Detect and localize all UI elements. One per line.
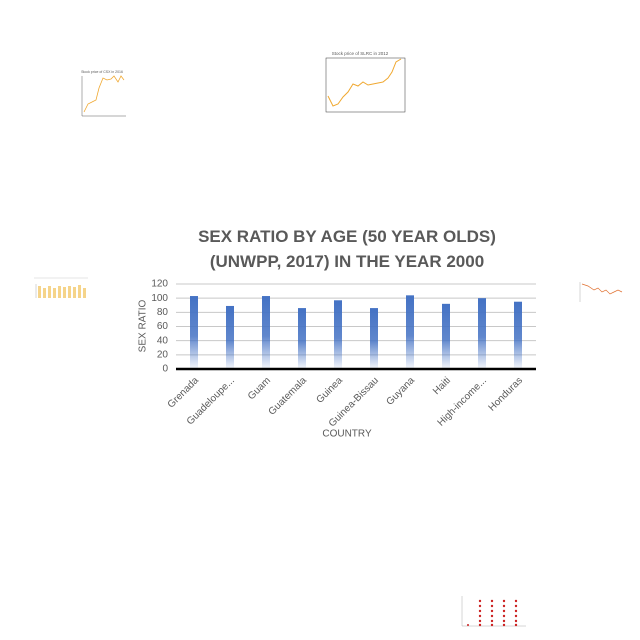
y-tick-label: 120	[151, 279, 168, 290]
bar	[370, 308, 378, 369]
x-tick-label: Grenada	[166, 375, 202, 411]
bar	[442, 303, 450, 369]
chart-title: SEX RATIO BY AGE (50 YEAR OLDS) (UNWPP, …	[198, 227, 496, 271]
thumb-title: Stock price of SLRC in 2012	[332, 51, 389, 56]
thumb-title: Stock price of CSX in 2016	[81, 70, 123, 74]
x-tick-label: Haiti	[431, 375, 453, 397]
bar	[478, 298, 486, 369]
y-axis-label: SEX RATIO	[138, 299, 149, 352]
y-tick-label: 20	[157, 349, 169, 360]
y-tick-label: 100	[151, 293, 168, 304]
y-tick-label: 60	[157, 321, 169, 332]
x-tick-label: Guinea	[314, 375, 345, 406]
bar	[334, 300, 342, 369]
x-tick-label: Guam	[246, 375, 273, 402]
y-tick-label: 40	[157, 335, 169, 346]
y-tick-label: 0	[162, 364, 168, 375]
bar	[226, 305, 234, 369]
x-tick-label: Honduras	[487, 375, 525, 413]
x-tick-label: Guatemala	[267, 375, 310, 418]
bar	[514, 301, 522, 369]
thumbnail-dots	[452, 585, 530, 630]
y-tick-label: 80	[157, 307, 169, 318]
thumbnail-csx: Stock price of CSX in 2016	[72, 68, 132, 123]
thumbnail-bars	[30, 272, 92, 322]
bar	[298, 308, 306, 369]
thumbnail-slrc: Stock price of SLRC in 2012	[313, 48, 408, 123]
x-tick-label: Guyana	[384, 375, 417, 408]
x-axis-label: COUNTRY	[322, 429, 372, 440]
thumbnail-line	[572, 274, 628, 314]
bar	[262, 296, 270, 369]
bar	[190, 296, 198, 369]
bar	[406, 295, 414, 369]
